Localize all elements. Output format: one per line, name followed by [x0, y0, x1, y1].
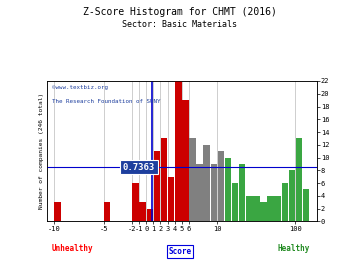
Bar [303, 190, 309, 221]
Text: Healthy: Healthy [277, 244, 310, 253]
Bar [225, 158, 231, 221]
Bar [282, 183, 288, 221]
Bar [196, 164, 203, 221]
Bar [54, 202, 61, 221]
Bar [139, 202, 146, 221]
Bar [175, 81, 181, 221]
Bar [182, 100, 189, 221]
Text: 0.7363: 0.7363 [123, 163, 155, 172]
Bar [161, 139, 167, 221]
Bar [217, 151, 224, 221]
Bar [274, 196, 281, 221]
Text: ©www.textbiz.org: ©www.textbiz.org [52, 85, 108, 90]
Bar [289, 170, 295, 221]
Bar [246, 196, 253, 221]
Bar [239, 164, 246, 221]
Bar [147, 209, 153, 221]
Bar [267, 196, 274, 221]
Text: Unhealthy: Unhealthy [51, 244, 93, 253]
Bar [211, 164, 217, 221]
Bar [154, 151, 160, 221]
Bar [203, 145, 210, 221]
Y-axis label: Number of companies (246 total): Number of companies (246 total) [39, 93, 44, 209]
Bar [104, 202, 111, 221]
Text: Score: Score [168, 247, 192, 256]
Text: Sector: Basic Materials: Sector: Basic Materials [122, 20, 238, 29]
Bar [232, 183, 238, 221]
Text: Z-Score Histogram for CHMT (2016): Z-Score Histogram for CHMT (2016) [83, 7, 277, 17]
Bar [260, 202, 267, 221]
Bar [253, 196, 260, 221]
Text: The Research Foundation of SUNY: The Research Foundation of SUNY [52, 99, 161, 104]
Bar [189, 139, 196, 221]
Bar [132, 183, 139, 221]
Bar [168, 177, 174, 221]
Bar [296, 139, 302, 221]
